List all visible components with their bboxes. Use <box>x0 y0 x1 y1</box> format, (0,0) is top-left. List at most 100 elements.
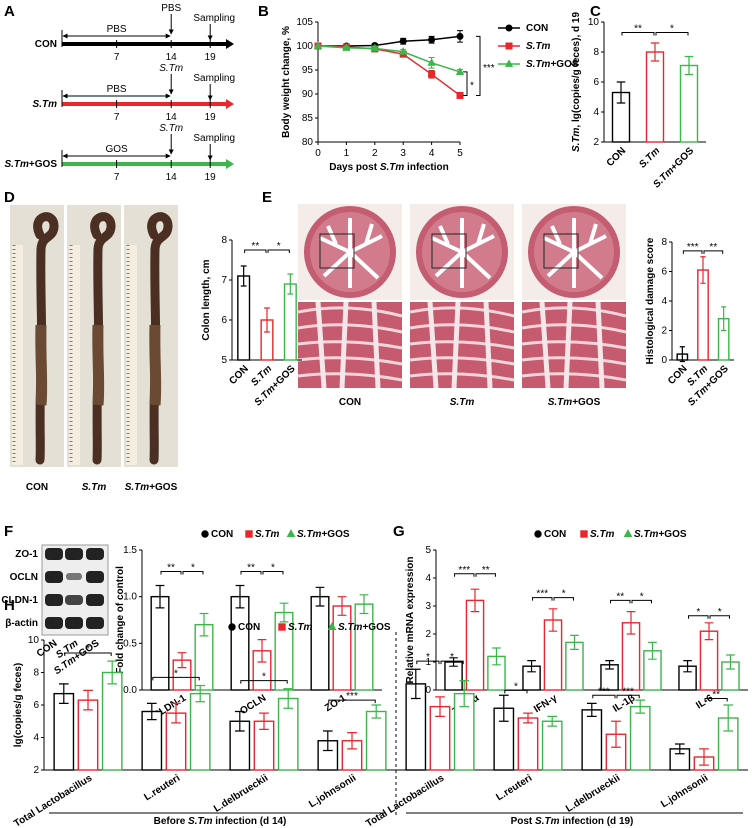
bar <box>237 275 251 361</box>
error-bar <box>700 256 706 284</box>
text-part: 8 <box>221 235 227 246</box>
text-part: 5 <box>221 355 227 366</box>
histology-label: S.Tm+GOS <box>548 397 601 408</box>
sig-label: * <box>277 241 281 252</box>
sig-bracket <box>703 250 724 254</box>
text-part: 19 <box>205 112 217 123</box>
text-part: S.Tm <box>526 59 551 70</box>
sig-bracket <box>504 689 528 694</box>
x-tick-label: 2 <box>372 148 378 159</box>
text-part: Before <box>154 816 188 827</box>
blot-bands <box>45 548 104 629</box>
y-tick-label: 6 <box>33 700 39 711</box>
text-part: S.Tm <box>159 63 183 74</box>
sig-bracket <box>64 652 112 656</box>
text-part: * <box>514 681 518 692</box>
bar <box>332 605 352 691</box>
text-part: D <box>4 189 15 206</box>
marker <box>399 47 408 55</box>
error-bar <box>704 622 714 641</box>
error-bar <box>684 55 694 76</box>
x-tick-label: Total Lactobacillus <box>12 772 94 828</box>
bar <box>465 599 485 691</box>
text-part: 7 <box>221 275 227 286</box>
text-part: L.delbrueckii <box>564 772 622 814</box>
error-bar <box>449 657 458 667</box>
legend-label: S.Tm+GOS <box>297 529 350 540</box>
photo-label: S.Tm+GOS <box>125 482 178 493</box>
y-tick-label: 8 <box>221 235 227 246</box>
sampling-label: Sampling <box>193 133 235 144</box>
text-part: S.Tm <box>33 99 58 110</box>
text-part: L.reuteri <box>142 772 182 803</box>
y-tick-label: 8 <box>33 667 39 678</box>
text-part: E <box>262 189 272 206</box>
error-bar <box>699 748 709 766</box>
error-bar <box>611 720 621 748</box>
series-line <box>318 35 461 47</box>
legend-label: CON <box>526 23 548 34</box>
text-part: 6 <box>593 77 599 88</box>
text-part: 1.5 <box>123 545 137 556</box>
y-tick-label: 2 <box>661 325 667 336</box>
error-bar <box>257 639 267 663</box>
error-bar <box>586 702 597 717</box>
sig-label: ** <box>251 241 259 252</box>
day-label: 14 <box>166 52 178 63</box>
marker <box>456 91 464 99</box>
marker <box>427 58 436 66</box>
band-label: ZO-1 <box>15 549 38 560</box>
sig-bracket <box>244 249 267 253</box>
marker <box>505 24 513 32</box>
bar <box>77 699 99 771</box>
marker <box>580 530 588 538</box>
text-part: CON <box>211 529 233 540</box>
text-part: L.delbrueckii <box>212 772 270 814</box>
marker <box>456 32 464 40</box>
error-bar <box>315 586 325 607</box>
sig-label: ** <box>247 562 255 573</box>
histology-label: CON <box>339 397 361 408</box>
y-tick-label: 1.5 <box>123 545 137 556</box>
y-axis-label: Colon length, cm <box>201 259 212 340</box>
text-part: * <box>718 606 722 617</box>
x-tick-label: L.reuteri <box>494 772 534 803</box>
y-tick-label: 0 <box>661 355 667 366</box>
y-tick-label: 100 <box>296 41 313 52</box>
y-tick-label: 1.0 <box>123 591 137 602</box>
error-bar <box>626 611 636 635</box>
text-part: S.Tm <box>548 397 573 408</box>
text-part: CON <box>227 363 251 387</box>
text-part: * <box>174 668 178 679</box>
text-part: +GOS <box>658 529 686 540</box>
text-part: 0.5 <box>123 638 137 649</box>
text-part: ** <box>616 591 624 602</box>
sig-label: *** <box>598 686 610 697</box>
y-tick-label: 90 <box>302 89 314 100</box>
panel-label: E <box>262 189 272 206</box>
text-part: 6 <box>221 315 227 326</box>
text-part: * <box>191 562 195 573</box>
error-bar <box>605 660 614 670</box>
error-bar <box>492 647 501 666</box>
span-label: PBS <box>107 24 127 35</box>
text-part: S.Tm <box>159 123 183 134</box>
text-part: 0 <box>425 685 431 696</box>
y-tick-label: 10 <box>28 635 40 646</box>
span-label: PBS <box>107 84 127 95</box>
error-bar <box>635 699 646 714</box>
sig-label: * <box>670 23 674 34</box>
error-bar <box>616 81 626 104</box>
sig-label: * <box>86 644 90 655</box>
histology-image <box>522 302 626 388</box>
sig-label: *** <box>483 63 495 74</box>
marker <box>455 67 465 75</box>
sig-bracket <box>616 694 640 699</box>
marker <box>399 37 407 45</box>
legend-label: S.Tm <box>526 41 551 52</box>
text-part: +GOS <box>321 529 349 540</box>
sig-label: ** <box>482 564 490 575</box>
text-part: 8 <box>33 667 39 678</box>
text-part: CLDN-1 <box>1 595 38 606</box>
sig-bracket <box>709 615 730 619</box>
